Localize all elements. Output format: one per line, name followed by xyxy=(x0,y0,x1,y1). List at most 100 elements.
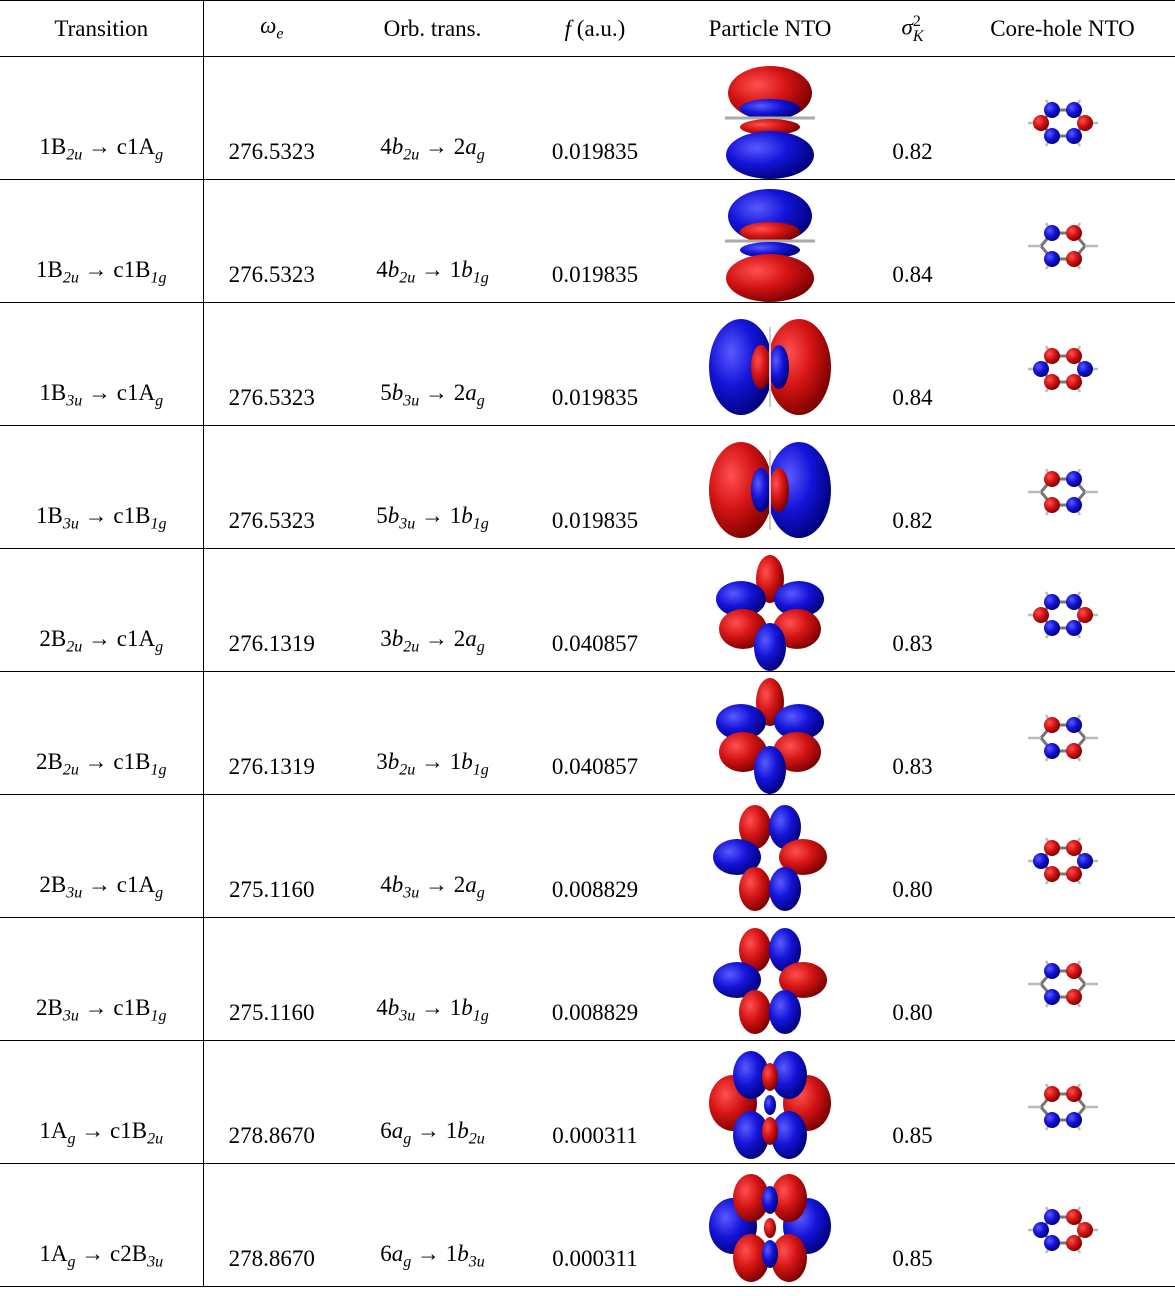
cell-text: 278.8670 xyxy=(229,1123,315,1148)
text: (a.u.) xyxy=(571,16,625,41)
cell-text: 0.040857 xyxy=(552,631,638,656)
atom-orbital xyxy=(1033,115,1049,131)
subscript: 2u xyxy=(469,1131,485,1148)
table-cell: 2B2u → c1Ag xyxy=(0,549,203,672)
table-cell: 0.85 xyxy=(875,1164,950,1287)
table-cell: 276.1319 xyxy=(203,549,340,672)
text: → c1B xyxy=(79,749,151,774)
cell-text: 0.008829 xyxy=(552,1000,638,1025)
table-cell: 0.040857 xyxy=(525,672,665,795)
table-cell xyxy=(665,549,875,672)
text: → c2B xyxy=(76,1241,148,1266)
atom-orbital xyxy=(1044,963,1060,979)
cell-text: 0.008829 xyxy=(552,877,638,902)
orbital-lobe xyxy=(740,222,800,242)
header-cell: Core-hole NTO xyxy=(950,1,1175,57)
cell-text: 0.84 xyxy=(892,385,932,410)
cell-text: 0.85 xyxy=(892,1123,932,1148)
subscript: g xyxy=(68,1254,76,1271)
table-cell xyxy=(950,426,1175,549)
table-cell: 0.83 xyxy=(875,672,950,795)
orbital-lobe xyxy=(739,867,771,911)
subscript: g xyxy=(477,885,485,902)
atom-orbital xyxy=(1066,840,1082,856)
subscript: 1g xyxy=(150,270,166,287)
subscript: 3u xyxy=(403,885,419,902)
header-cell: ωe xyxy=(203,1,340,57)
atom-orbital xyxy=(1066,497,1082,513)
text: 2B xyxy=(39,872,66,897)
particle-nto-image xyxy=(705,676,835,794)
table-cell xyxy=(665,918,875,1041)
atom-orbital xyxy=(1044,594,1060,610)
subscript: g xyxy=(477,393,485,410)
atom-orbital xyxy=(1066,620,1082,636)
table-body: 1B2u → c1Ag276.53234b2u → 2ag0.0198350.8… xyxy=(0,57,1175,1287)
cell-text: 0.000311 xyxy=(552,1123,637,1148)
orbital-lobe xyxy=(726,131,814,179)
text: 1A xyxy=(39,1241,67,1266)
text: → c1B xyxy=(79,503,151,528)
atom-orbital xyxy=(1066,1235,1082,1251)
math-symbol: b xyxy=(461,257,473,282)
text: → 1 xyxy=(411,1118,457,1143)
table-cell xyxy=(665,795,875,918)
text: → 2 xyxy=(419,380,465,405)
text: → c1A xyxy=(82,626,155,651)
text: → 1 xyxy=(415,257,461,282)
cell-text: 0.040857 xyxy=(552,754,638,779)
subscript: 3u xyxy=(63,1008,79,1025)
table-cell xyxy=(665,180,875,303)
cell-text: 276.5323 xyxy=(229,139,315,164)
atom-orbital xyxy=(1077,853,1093,869)
atom-orbital xyxy=(1044,225,1060,241)
math-symbol: ω xyxy=(260,13,276,38)
core-hole-nto-image xyxy=(1018,1195,1108,1265)
math-symbol: b xyxy=(392,134,404,159)
atom-orbital xyxy=(1066,471,1082,487)
orbital-lobe xyxy=(726,254,814,302)
table-cell xyxy=(950,918,1175,1041)
table-cell: 0.84 xyxy=(875,180,950,303)
text: → 1 xyxy=(415,503,461,528)
atom-orbital xyxy=(1044,840,1060,856)
table-cell xyxy=(950,672,1175,795)
core-hole-nto-image xyxy=(1018,949,1108,1019)
atom-orbital xyxy=(1044,128,1060,144)
subscript: 3u xyxy=(399,1008,415,1025)
text: 3 xyxy=(380,626,392,651)
text: 2B xyxy=(36,749,63,774)
atom-orbital xyxy=(1044,989,1060,1005)
math-symbol: a xyxy=(465,134,477,159)
table-cell: 2B2u → c1B1g xyxy=(0,672,203,795)
table-cell: 0.008829 xyxy=(525,795,665,918)
text: 1B xyxy=(36,257,63,282)
subscript: 2u xyxy=(66,147,82,164)
atom-orbital xyxy=(1044,1086,1060,1102)
text: → c1A xyxy=(82,872,155,897)
particle-nto-image xyxy=(705,922,835,1040)
math-symbol: a xyxy=(465,872,477,897)
cell-text: 0.000311 xyxy=(552,1246,637,1271)
text: 4 xyxy=(380,872,392,897)
text: → 1 xyxy=(411,1241,457,1266)
cell-text: 0.019835 xyxy=(552,139,638,164)
subscript: 1g xyxy=(473,516,489,533)
table-header: TransitionωeOrb. trans.f (a.u.)Particle … xyxy=(0,1,1175,57)
table-cell xyxy=(950,180,1175,303)
table-cell: 0.019835 xyxy=(525,426,665,549)
table-cell: 4b3u → 2ag xyxy=(340,795,525,918)
core-hole-nto-image xyxy=(1018,457,1108,527)
table-cell: 0.000311 xyxy=(525,1041,665,1164)
orbital-lobe xyxy=(762,1063,778,1091)
atom-orbital xyxy=(1033,853,1049,869)
subscript: 3u xyxy=(399,516,415,533)
cell-text: 276.5323 xyxy=(229,385,315,410)
table-cell: 3b2u → 1b1g xyxy=(340,672,525,795)
subscript: 1g xyxy=(150,762,166,779)
cell-text: 0.84 xyxy=(892,262,932,287)
atom-orbital xyxy=(1066,1086,1082,1102)
table-cell xyxy=(950,1041,1175,1164)
cell-text: 0.82 xyxy=(892,139,932,164)
math-symbol: b xyxy=(457,1118,469,1143)
